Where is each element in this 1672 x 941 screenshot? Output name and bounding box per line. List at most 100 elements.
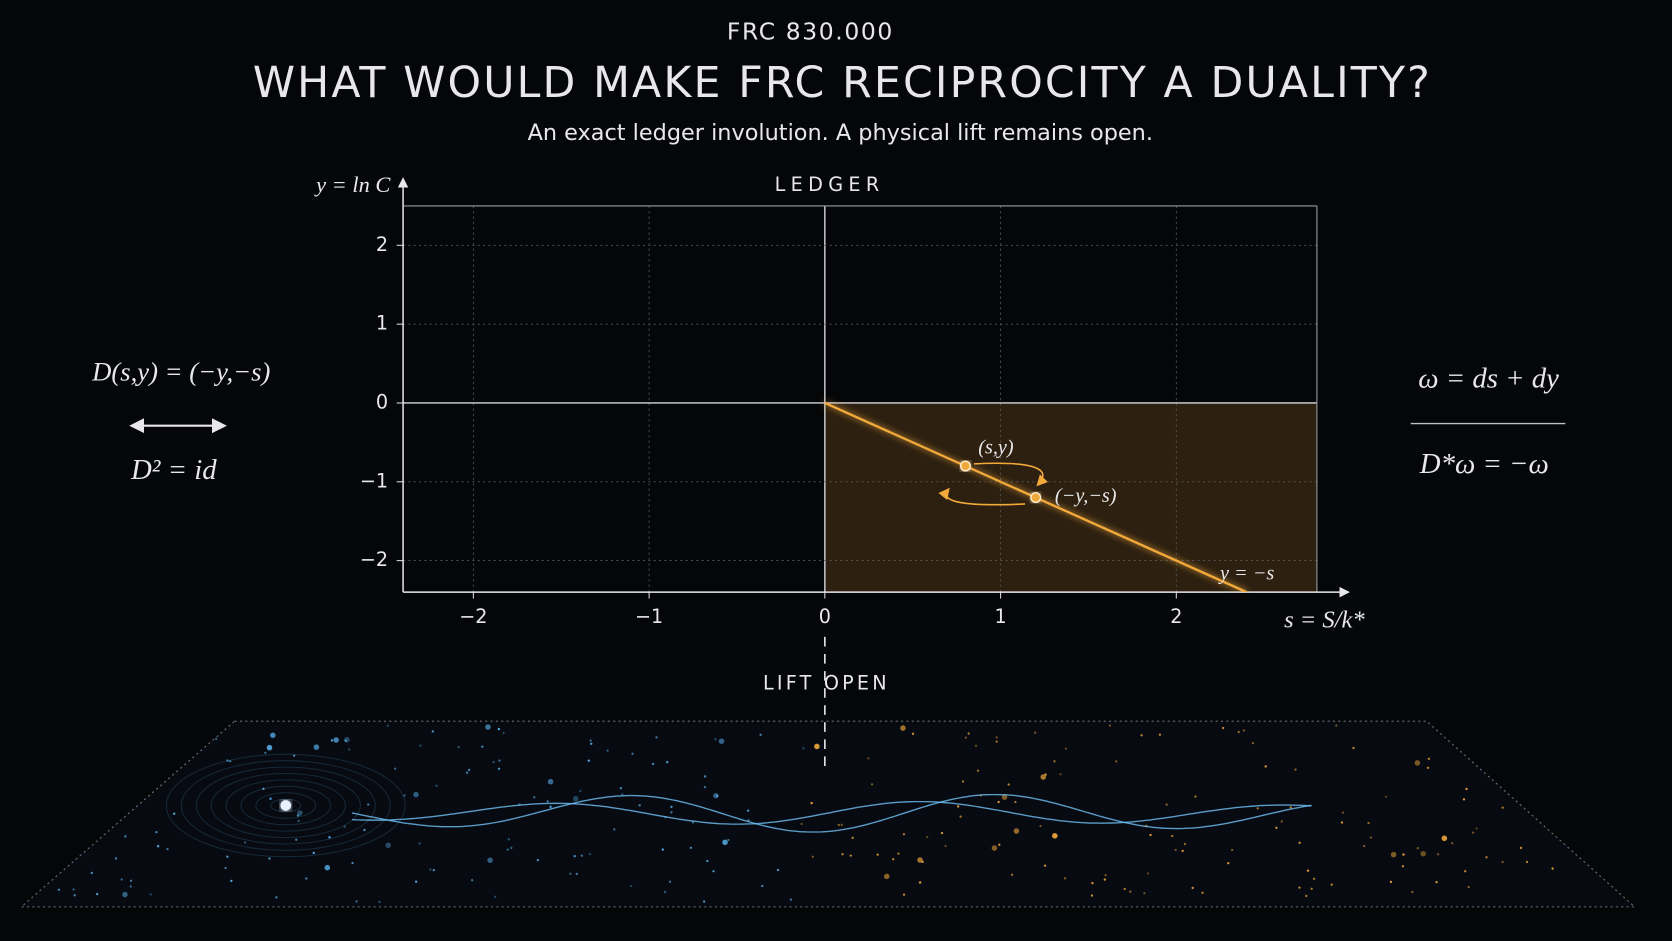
star [305,877,308,880]
plane-outline [19,720,1637,908]
x-tick-label: −2 [459,605,487,628]
star [393,767,397,770]
star [465,771,469,774]
title: WHAT WOULD MAKE FRC RECIPROCITY A DUALIT… [253,58,1432,108]
star [1369,836,1373,839]
star [435,784,438,788]
star [967,732,970,735]
star [1104,874,1107,877]
x-tick-label: 2 [1170,605,1182,628]
star [1451,841,1454,845]
star [1501,806,1504,809]
star [1435,880,1438,884]
lift-label: LIFT OPEN [763,671,890,694]
star [1043,864,1047,867]
star [573,854,576,858]
y-tick-label: −2 [360,548,388,571]
star [911,732,915,736]
star [485,724,491,730]
star [1389,880,1393,884]
orbit [180,760,391,851]
star [722,839,728,846]
star [214,737,218,741]
point [959,460,971,472]
star [1427,757,1431,760]
star [312,851,315,855]
star [1256,807,1259,810]
orbit [270,798,302,813]
star [386,724,390,727]
star [1519,846,1523,850]
duality-map: D(s,y) = (−y,−s) [91,357,270,387]
star [129,879,133,882]
star [324,864,331,871]
star [1014,800,1017,804]
star [961,780,965,783]
star [1230,848,1234,852]
star [506,848,509,851]
star [72,888,75,891]
star [1251,741,1255,745]
star [378,900,381,904]
star [1390,851,1397,858]
star [1171,834,1174,838]
star [1465,787,1468,791]
star [867,757,870,760]
x-tick-label: −1 [635,605,663,628]
star [1123,887,1126,891]
star [1129,890,1132,893]
star [1525,860,1529,864]
star [1306,869,1310,872]
star [587,759,590,762]
orbit [195,766,376,845]
star [155,830,158,834]
star [1001,794,1008,800]
star [1053,760,1056,763]
star [718,738,725,744]
star [702,900,706,903]
star [1280,820,1283,823]
star [998,843,1001,846]
star [761,884,764,888]
star [590,742,593,745]
star [313,744,320,750]
star [419,744,422,747]
y-tick-label: 0 [376,390,388,413]
star [226,855,229,858]
star [902,893,906,896]
star [1237,730,1240,734]
star [897,852,900,855]
star [575,872,578,876]
star [385,842,391,849]
star [651,762,655,766]
wave-cool [352,795,1312,833]
star [800,822,803,826]
orbit [240,785,332,826]
star [1007,783,1010,786]
star [413,791,419,798]
star [173,812,176,815]
star [661,848,664,851]
star [297,810,303,816]
star [572,795,579,802]
star [1471,831,1475,834]
star [330,739,334,742]
star [689,846,693,849]
star [837,823,840,827]
star [114,857,118,860]
star [925,835,929,839]
star [487,857,493,864]
star [666,760,669,764]
star [959,815,962,818]
star [226,759,229,762]
star [1103,878,1107,881]
star [1362,844,1366,848]
star [122,891,128,898]
star [841,853,844,856]
star [1441,835,1448,842]
star [224,866,227,870]
chart-title: LEDGER [775,173,885,196]
swap-arrow [973,462,1049,487]
star [900,725,906,731]
